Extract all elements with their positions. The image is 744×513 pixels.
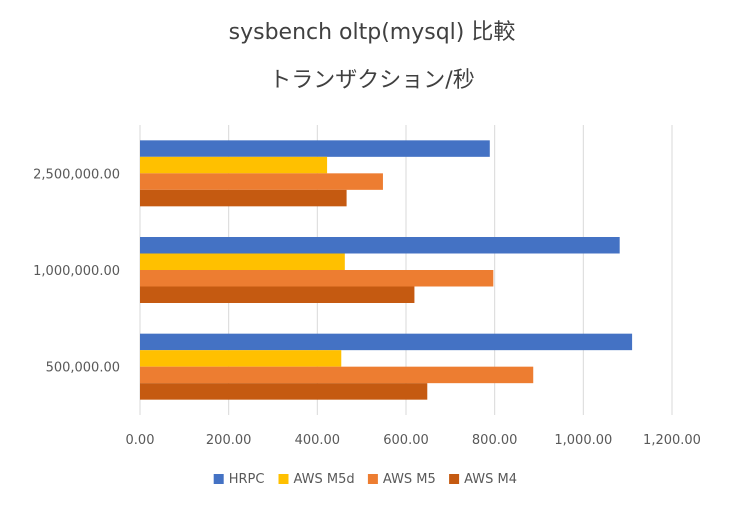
bar bbox=[140, 286, 415, 303]
bar bbox=[140, 366, 534, 384]
x-tick-label: 1,000.00 bbox=[554, 433, 612, 448]
bar bbox=[140, 383, 428, 400]
bar bbox=[140, 156, 328, 174]
legend-label: AWS M5 bbox=[383, 472, 436, 487]
legend-swatch bbox=[213, 474, 224, 484]
chart-title: sysbench oltp(mysql) 比較 bbox=[228, 20, 516, 45]
chart-subtitle: トランザクション/秒 bbox=[269, 68, 475, 93]
legend-swatch bbox=[278, 474, 289, 484]
bar bbox=[140, 350, 342, 367]
legend-swatch bbox=[449, 474, 460, 484]
x-tick-label: 0.00 bbox=[126, 433, 155, 448]
y-tick-label: 2,500,000.00 bbox=[33, 167, 120, 182]
bar bbox=[140, 140, 490, 157]
y-tick-label: 1,000,000.00 bbox=[33, 264, 120, 279]
bar bbox=[140, 253, 345, 270]
bar bbox=[140, 173, 383, 190]
legend-label: HRPC bbox=[229, 472, 265, 487]
bar bbox=[140, 333, 633, 351]
bar bbox=[140, 189, 347, 207]
x-tick-label: 200.00 bbox=[206, 433, 252, 448]
legend-label: AWS M5d bbox=[294, 472, 355, 487]
legend-swatch bbox=[367, 474, 378, 484]
x-tick-label: 400.00 bbox=[295, 433, 341, 448]
y-tick-label: 500,000.00 bbox=[46, 361, 120, 376]
x-tick-label: 600.00 bbox=[383, 433, 429, 448]
bar bbox=[140, 270, 494, 287]
x-tick-label: 1,200.00 bbox=[643, 433, 701, 448]
x-tick-label: 800.00 bbox=[472, 433, 518, 448]
bar bbox=[140, 237, 620, 254]
legend-label: AWS M4 bbox=[464, 472, 517, 487]
